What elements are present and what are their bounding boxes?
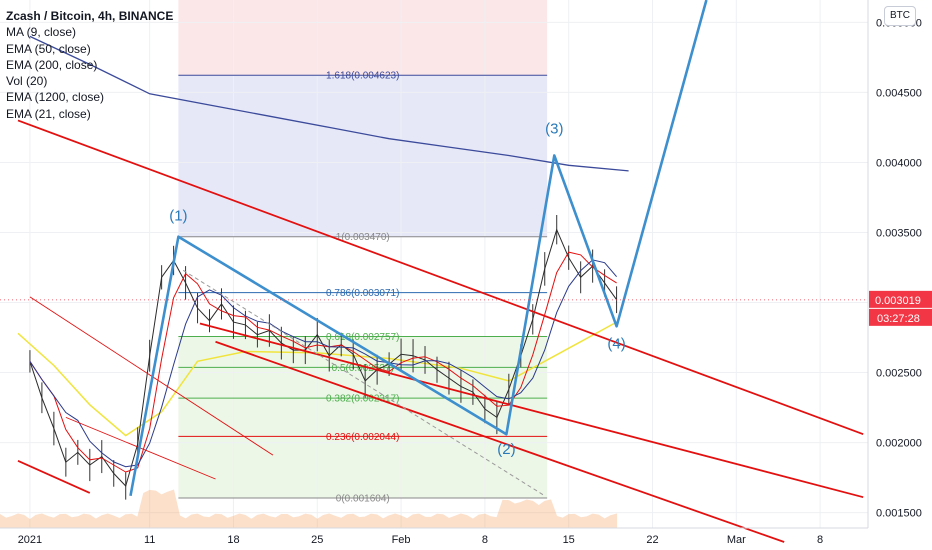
x-tick-label-7: 22: [646, 534, 658, 546]
x-tick-label-4: Feb: [392, 534, 411, 546]
legend-indicator-ema50[interactable]: EMA (50, close): [6, 41, 91, 56]
x-tick-label-2: 18: [227, 534, 239, 546]
x-tick-label-5: 8: [482, 534, 488, 546]
y-tick-label-1: 0.004500: [876, 87, 922, 99]
channel-line-0: [17, 119, 864, 436]
fib-label-0: 1.618(0.004623): [326, 71, 399, 82]
dashed-diagonal: [182, 269, 546, 497]
last-price-tag: [869, 290, 932, 308]
ema200-line: [29, 35, 629, 172]
y-tick-label-5: 0.002500: [876, 368, 922, 380]
ma9-line: [29, 251, 617, 473]
fib-label-7: 0(0.001604): [336, 494, 390, 505]
y-tick-label-7: 0.001500: [876, 508, 922, 520]
countdown-tag: [869, 308, 932, 326]
fib-zone-extension: [178, 75, 548, 237]
x-tick-label-3: 25: [311, 534, 323, 546]
fib-zone-retracement: [178, 336, 548, 499]
wave-label-1: (1): [169, 208, 187, 225]
volume-fill: [0, 489, 618, 529]
x-tick-label-0: 2021: [18, 534, 42, 546]
legend-indicator-ema1200[interactable]: EMA (1200, close): [6, 90, 105, 105]
channel-line-4: [215, 340, 785, 543]
price-series: [17, 35, 629, 500]
elliott-wave-path: [129, 0, 708, 497]
grid: [0, 0, 868, 528]
fib-label-6: 0.236(0.002044): [326, 432, 399, 443]
y-tick-label-3: 0.003500: [876, 227, 922, 239]
fib-zone-top: [178, 0, 548, 76]
countdown-text: 03:27:28: [877, 313, 920, 325]
legend-indicator-ma9[interactable]: MA (9, close): [6, 25, 77, 40]
fib-label-3: 0.618(0.002757): [326, 332, 399, 343]
channel-line-2: [65, 416, 216, 480]
chart-legend: Zcash / Bitcoin, 4h, BINANCE MA (9, clos…: [6, 8, 173, 122]
x-tick-label-1: 11: [144, 534, 155, 546]
x-tick-label-6: 15: [563, 534, 575, 546]
volume-area: [0, 489, 618, 529]
channel-lines[interactable]: [17, 119, 864, 543]
fib-zones: [178, 0, 548, 499]
fib-label-4: 0.5(0.002537): [332, 363, 394, 374]
x-tick-label-8: Mar: [727, 534, 746, 546]
x-tick-label-9: 8: [817, 534, 823, 546]
y-tick-label-6: 0.002000: [876, 438, 922, 450]
fib-label-2: 0.786(0.003071): [326, 288, 399, 299]
price-tags: 0.003019 03:27:28: [0, 290, 932, 326]
wave-label-3: (3): [545, 120, 563, 137]
fib-label-1: 1(0.003470): [336, 232, 390, 243]
elliott-wave[interactable]: (1) (2) (3) (4): [129, 0, 708, 497]
legend-indicator-vol20[interactable]: Vol (20): [6, 74, 48, 89]
wave-label-4: (4): [607, 335, 625, 352]
wave-label-2: (2): [497, 441, 515, 458]
legend-indicator-ema21[interactable]: EMA (21, close): [6, 106, 91, 121]
channel-line-3: [199, 322, 864, 499]
y-tick-label-2: 0.004000: [876, 157, 922, 169]
ema21-line: [29, 259, 617, 468]
legend-indicator-ema200[interactable]: EMA (200, close): [6, 57, 98, 72]
fib-label-5: 0.382(0.002317): [326, 394, 399, 405]
currency-button[interactable]: BTC: [884, 6, 916, 26]
last-price-text: 0.003019: [875, 295, 921, 307]
channel-line-1: [17, 459, 91, 494]
legend-title: Zcash / Bitcoin, 4h, BINANCE: [6, 9, 174, 23]
